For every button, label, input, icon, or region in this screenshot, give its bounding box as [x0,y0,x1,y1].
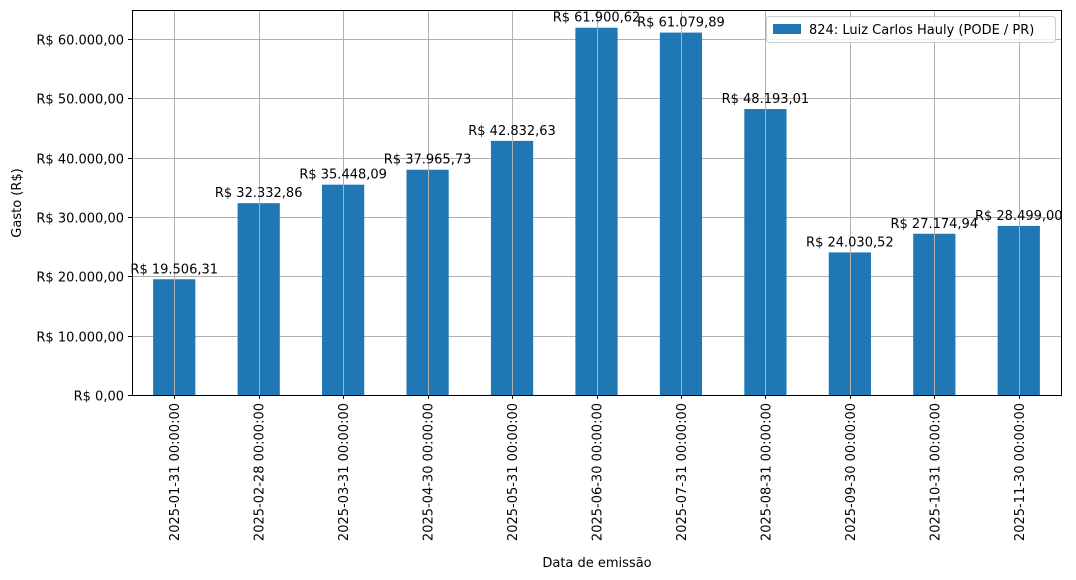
bar-value-label: R$ 24.030,52 [806,235,894,250]
x-tick-label: 2025-04-30 00:00:00 [422,403,437,541]
y-axis-label: Gasto (R$) [10,168,25,237]
x-axis-label: Data de emissão [542,556,651,571]
y-tick-label: R$ 20.000,00 [36,271,124,286]
bar-value-label: R$ 61.079,89 [637,16,725,31]
bar [237,203,280,395]
y-tick-label: R$ 0,00 [74,390,124,405]
x-tick-label: 2025-07-31 00:00:00 [675,403,690,541]
bar-value-label: R$ 37.965,73 [384,153,472,168]
bar [997,225,1040,395]
x-tick-label: 2025-08-31 00:00:00 [759,403,774,541]
x-tick-label: 2025-09-30 00:00:00 [844,403,859,541]
gridlines-overlay [174,10,1020,395]
bar-value-label: R$ 32.332,86 [215,186,303,201]
bar-value-label: R$ 61.900,62 [553,11,641,26]
y-tick-label: R$ 30.000,00 [36,212,124,227]
x-tick-label: 2025-10-31 00:00:00 [928,403,943,541]
bar [575,27,618,395]
x-tick-label: 2025-06-30 00:00:00 [591,403,606,541]
bar-value-labels: R$ 19.506,31 R$ 32.332,86 R$ 35.448,09R$ 3… [130,11,1062,278]
bar [406,169,449,395]
legend-box [766,16,1056,43]
bar-value-label: R$ 35.448,09 [299,168,387,183]
bar-value-label: R$ 48.193,01 [722,92,810,107]
bar [659,32,703,395]
bar-value-label: R$ 19.506,31 [130,262,218,277]
x-tick-label: 2025-01-31 00:00:00 [168,403,183,541]
bar-value-label: R$ 28.499,00 [975,209,1063,224]
x-tick-label: 2025-03-31 00:00:00 [337,403,352,541]
x-axis-ticks: 2025-01-31 00:00:00 2025-02-28 00:00:00 20… [168,395,1028,541]
bars [153,27,1040,395]
y-axis-ticks: R$ 0,00 R$ 10.000,00 R$ 20.000,00 R$ 30.000… [36,34,132,405]
x-tick-label: 2025-05-31 00:00:00 [506,403,521,541]
legend-swatch [773,24,801,34]
legend-label: 824: Luiz Carlos Hauly (PODE / PR) [809,23,1034,38]
y-tick-label: R$ 10.000,00 [36,331,124,346]
bar-value-label: R$ 42.832,63 [468,124,556,139]
y-tick-label: R$ 60.000,00 [36,34,124,49]
legend: 824: Luiz Carlos Hauly (PODE / PR) [766,16,1056,43]
y-tick-label: R$ 40.000,00 [36,153,124,168]
x-tick-label: 2025-02-28 00:00:00 [253,403,268,541]
bar-value-label: R$ 27.174,94 [891,217,979,232]
bar [828,252,871,395]
y-tick-label: R$ 50.000,00 [36,93,124,108]
x-tick-label: 2025-11-30 00:00:00 [1013,403,1028,541]
